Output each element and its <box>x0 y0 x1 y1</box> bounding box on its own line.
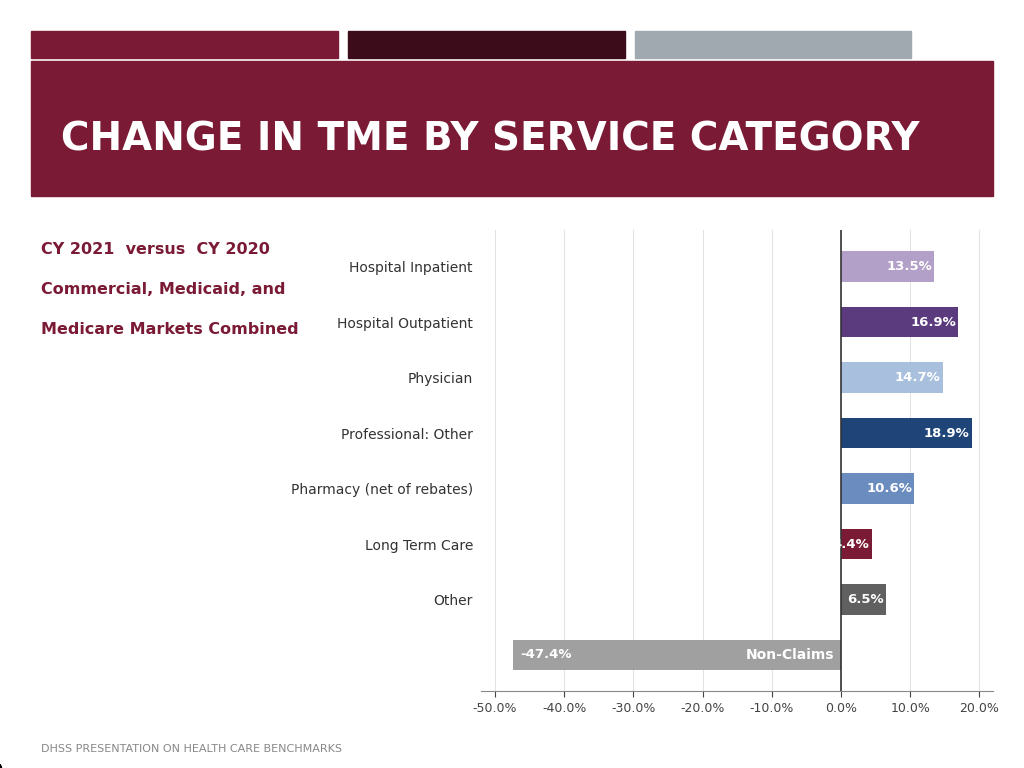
Text: CY 2021  versus  CY 2020: CY 2021 versus CY 2020 <box>41 242 270 257</box>
Bar <box>513 640 841 670</box>
Text: 13.5%: 13.5% <box>887 260 933 273</box>
Text: 18.9%: 18.9% <box>924 426 970 439</box>
Text: Non-Claims: Non-Claims <box>745 648 835 662</box>
Bar <box>841 418 972 449</box>
Text: CHANGE IN TME BY SERVICE CATEGORY: CHANGE IN TME BY SERVICE CATEGORY <box>61 121 920 158</box>
Bar <box>841 529 871 559</box>
Text: 14.7%: 14.7% <box>895 371 941 384</box>
Text: DHSS PRESENTATION ON HEALTH CARE BENCHMARKS: DHSS PRESENTATION ON HEALTH CARE BENCHMA… <box>41 744 342 754</box>
Bar <box>841 584 886 614</box>
Bar <box>841 362 943 392</box>
Text: Medicare Markets Combined: Medicare Markets Combined <box>41 322 299 337</box>
Text: 6.5%: 6.5% <box>847 593 884 606</box>
Text: -47.4%: -47.4% <box>520 648 571 661</box>
Text: 4.4%: 4.4% <box>833 538 869 551</box>
Bar <box>841 473 914 504</box>
Text: 16.9%: 16.9% <box>910 316 956 329</box>
Text: Commercial, Medicaid, and: Commercial, Medicaid, and <box>41 282 286 297</box>
Bar <box>841 251 935 282</box>
Bar <box>841 307 958 337</box>
Text: 10.6%: 10.6% <box>866 482 912 495</box>
